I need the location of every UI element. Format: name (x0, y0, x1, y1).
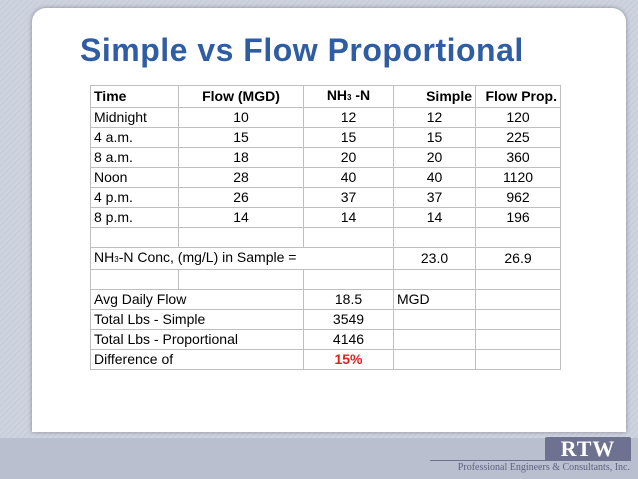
empty-row (90, 227, 561, 248)
header-flow-prop: Flow Prop. (475, 85, 561, 108)
empty-cell (90, 227, 179, 248)
flow-prop-cell: 360 (475, 147, 561, 168)
empty-cell (475, 268, 561, 290)
nh3-cell: 20 (303, 147, 394, 168)
flow-prop-cell: 196 (475, 207, 561, 228)
simple-cell: 20 (393, 147, 476, 168)
empty-row (90, 268, 561, 290)
data-table: Time Flow (MGD) NH3 -N Simple Flow Prop.… (90, 85, 561, 370)
summary-label: Total Lbs - Proportional (90, 328, 304, 350)
table-row: 4 p.m. 26 37 37 962 (90, 187, 561, 208)
time-cell: Noon (90, 167, 179, 188)
flow-cell: 18 (178, 147, 304, 168)
logo-divider (430, 460, 631, 461)
table-row: 8 a.m. 18 20 20 360 (90, 147, 561, 168)
summary-label: Difference of (90, 348, 304, 370)
table-row: 8 p.m. 14 14 14 196 (90, 207, 561, 228)
simple-cell: 15 (393, 127, 476, 148)
nh3-cell: 40 (303, 167, 394, 188)
difference-value: 15% (303, 348, 394, 370)
simple-cell: 40 (393, 167, 476, 188)
flow-prop-cell: 1120 (475, 167, 561, 188)
summary-unit (393, 308, 476, 330)
empty-cell (475, 348, 561, 370)
time-cell: 8 a.m. (90, 147, 179, 168)
flow-cell: 28 (178, 167, 304, 188)
bottom-bar (0, 438, 638, 479)
company-tagline: Professional Engineers & Consultants, In… (457, 462, 630, 473)
empty-cell (475, 288, 561, 310)
table-row: 4 a.m. 15 15 15 225 (90, 127, 561, 148)
table-row: Noon 28 40 40 1120 (90, 167, 561, 188)
concentration-row: NH3-N Conc, (mg/L) in Sample = 23.0 26.9 (90, 246, 561, 270)
flow-prop-cell: 225 (475, 127, 561, 148)
summary-value: 4146 (303, 328, 394, 350)
summary-row: Total Lbs - Proportional 4146 (90, 328, 561, 350)
time-cell: Midnight (90, 107, 179, 128)
time-cell: 8 p.m. (90, 207, 179, 228)
rtw-logo: RTW (545, 437, 631, 461)
simple-cell: 12 (393, 107, 476, 128)
concentration-simple: 23.0 (393, 246, 476, 270)
header-simple: Simple (393, 85, 476, 108)
header-row: Time Flow (MGD) NH3 -N Simple Flow Prop. (90, 85, 561, 108)
summary-row: Avg Daily Flow 18.5 MGD (90, 288, 561, 310)
header-nh3: NH3 -N (303, 85, 394, 108)
flow-prop-cell: 962 (475, 187, 561, 208)
empty-cell (303, 227, 394, 248)
header-time: Time (90, 85, 179, 108)
table-row: Midnight 10 12 12 120 (90, 107, 561, 128)
time-cell: 4 a.m. (90, 127, 179, 148)
nh3-cell: 15 (303, 127, 394, 148)
summary-value: 18.5 (303, 288, 394, 310)
nh3-cell: 14 (303, 207, 394, 228)
header-flow: Flow (MGD) (178, 85, 304, 108)
empty-cell (393, 227, 476, 248)
summary-unit (393, 328, 476, 350)
flow-cell: 14 (178, 207, 304, 228)
flow-cell: 26 (178, 187, 304, 208)
time-cell: 4 p.m. (90, 187, 179, 208)
summary-row: Difference of 15% (90, 348, 561, 370)
nh3-cell: 37 (303, 187, 394, 208)
empty-cell (475, 328, 561, 350)
empty-cell (178, 227, 304, 248)
empty-cell (475, 227, 561, 248)
summary-unit: MGD (393, 288, 476, 310)
flow-prop-cell: 120 (475, 107, 561, 128)
flow-cell: 10 (178, 107, 304, 128)
empty-cell (178, 268, 304, 290)
concentration-label: NH3-N Conc, (mg/L) in Sample = (90, 246, 394, 270)
summary-unit (393, 348, 476, 370)
empty-cell (475, 308, 561, 330)
simple-cell: 14 (393, 207, 476, 228)
summary-row: Total Lbs - Simple 3549 (90, 308, 561, 330)
summary-label: Total Lbs - Simple (90, 308, 304, 330)
concentration-flow-prop: 26.9 (475, 246, 561, 270)
empty-cell (90, 268, 179, 290)
flow-cell: 15 (178, 127, 304, 148)
empty-cell (303, 268, 394, 290)
simple-cell: 37 (393, 187, 476, 208)
summary-value: 3549 (303, 308, 394, 330)
slide-title: Simple vs Flow Proportional (80, 32, 524, 68)
nh3-cell: 12 (303, 107, 394, 128)
empty-cell (393, 268, 476, 290)
summary-label: Avg Daily Flow (90, 288, 304, 310)
